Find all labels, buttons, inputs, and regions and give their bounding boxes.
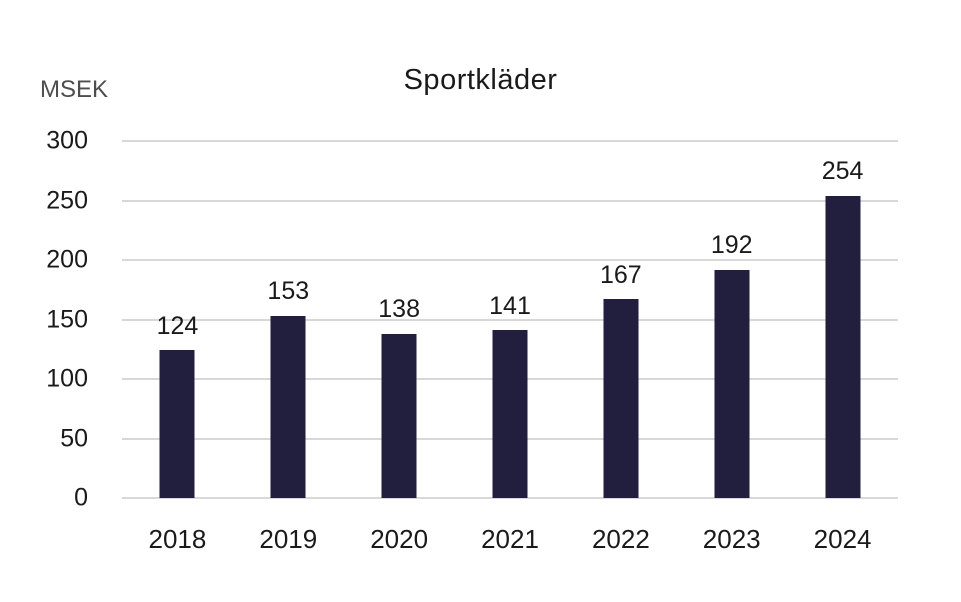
value-label: 138 (378, 295, 420, 324)
value-label: 192 (710, 231, 753, 260)
bar-slot: 141 (455, 141, 566, 498)
x-axis-label: 2018 (148, 524, 207, 554)
y-tick-label: 50 (60, 424, 88, 452)
y-tick-label: 100 (46, 364, 88, 393)
gridline (122, 318, 898, 321)
x-axis: 2018 2019 2020 2021 2022 2023 2024 (122, 524, 898, 555)
value-label: 153 (267, 277, 310, 306)
bar-slot: 192 (676, 141, 787, 498)
y-tick-label: 300 (46, 126, 88, 155)
chart-title: Sportkläder (403, 64, 558, 96)
y-tick-label: 0 (74, 483, 88, 512)
x-axis-label: 2023 (702, 524, 761, 554)
gridline (122, 497, 898, 499)
gridline (122, 199, 898, 202)
x-axis-label: 2022 (591, 524, 650, 554)
y-axis-unit-label: MSEK (40, 76, 109, 103)
bar-2018 (159, 350, 195, 498)
bar-2021 (492, 330, 528, 498)
bar-2019 (270, 315, 306, 498)
bar-2022 (603, 299, 639, 498)
gridline (122, 259, 898, 261)
x-axis-label: 2020 (370, 524, 429, 554)
y-axis: 0 50 100 150 200 250 300 (0, 127, 88, 512)
bar-2024 (825, 195, 861, 498)
gridline (122, 140, 898, 142)
bar-slot: 153 (233, 141, 344, 498)
bar-2023 (714, 269, 750, 498)
bar-2020 (381, 333, 417, 498)
value-label: 167 (600, 260, 642, 289)
y-tick-label: 150 (46, 305, 88, 333)
x-axis-label: 2021 (481, 524, 539, 554)
bar-series: 124 153 138 141 167 192 254 (122, 141, 898, 498)
plot-area: 124 153 138 141 167 192 254 (122, 140, 898, 499)
bar-slot: 124 (122, 141, 233, 498)
bar-slot: 254 (787, 141, 898, 498)
x-axis-label: 2024 (813, 524, 872, 554)
value-label: 254 (821, 157, 864, 186)
y-tick-label: 250 (46, 186, 88, 214)
x-axis-label: 2019 (259, 524, 318, 554)
y-tick-label: 200 (46, 245, 88, 274)
value-label: 124 (156, 311, 199, 340)
bar-slot: 138 (344, 141, 455, 498)
bar-slot: 167 (565, 141, 676, 498)
value-label: 141 (489, 291, 531, 320)
